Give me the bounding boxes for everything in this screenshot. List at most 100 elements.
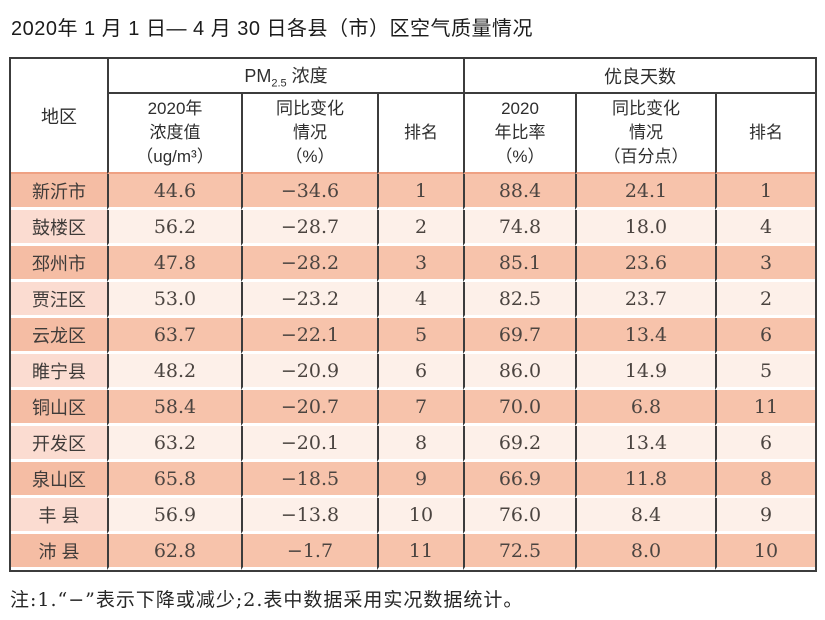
good-change-cell: 23.6 [575,246,715,282]
good-change-cell: 13.4 [575,318,715,354]
table-body: 新沂市 44.6 −34.6 1 88.4 24.1 1 鼓楼区 56.2 −28.7 2 74.8 1… [11,174,816,570]
pm-rank-cell: 6 [377,354,463,390]
pm-change-cell: −20.1 [241,426,377,462]
pm-value-cell: 63.2 [107,426,241,462]
good-rate-cell: 86.0 [463,354,575,390]
table-row: 云龙区 63.7 −22.1 5 69.7 13.4 6 [11,318,816,354]
good-rate-cell: 72.5 [463,534,575,570]
pm-change-cell: −13.8 [241,498,377,534]
good-change-cell: 23.7 [575,282,715,318]
pm-change-cell: −1.7 [241,534,377,570]
region-cell: 开发区 [11,426,107,462]
pm-value-cell: 48.2 [107,354,241,390]
pm-change-cell: −28.7 [241,210,377,246]
table-row: 鼓楼区 56.2 −28.7 2 74.8 18.0 4 [11,210,816,246]
header-good-days-group: 优良天数 [463,59,816,94]
good-change-cell: 11.8 [575,462,715,498]
page-title: 2020年 1 月 1 日— 4 月 30 日各县（市）区空气质量情况 [11,18,534,40]
header-pm-value: 2020年 浓度值 （ug/m³） [107,94,241,174]
good-rate-cell: 76.0 [463,498,575,534]
region-cell: 沛 县 [11,534,107,570]
pm-rank-cell: 9 [377,462,463,498]
pm-value-cell: 47.8 [107,246,241,282]
good-rank-cell: 8 [715,462,816,498]
good-rate-cell: 74.8 [463,210,575,246]
table-row: 睢宁县 48.2 −20.9 6 86.0 14.9 5 [11,354,816,390]
good-rate-cell: 88.4 [463,174,575,210]
good-change-cell: 24.1 [575,174,715,210]
good-change-cell: 8.0 [575,534,715,570]
good-rate-cell: 85.1 [463,246,575,282]
pm-change-cell: −28.2 [241,246,377,282]
pm-rank-cell: 5 [377,318,463,354]
good-rank-cell: 10 [715,534,816,570]
pm-rank-cell: 8 [377,426,463,462]
pm25-subscript: 2.5 [271,77,287,90]
header-good-rank: 排名 [715,94,816,174]
pm-change-cell: −20.7 [241,390,377,426]
pm25-label: PM [244,65,272,86]
header-pm-change: 同比变化 情况 （%） [241,94,377,174]
region-cell: 邳州市 [11,246,107,282]
good-change-cell: 18.0 [575,210,715,246]
pm-value-cell: 65.8 [107,462,241,498]
table-header: 地区 PM2.5 浓度 优良天数 2020年 浓度值 （ug/m³） 同比变化 … [11,59,816,174]
table-row: 开发区 63.2 −20.1 8 69.2 13.4 6 [11,426,816,462]
good-rate-cell: 66.9 [463,462,575,498]
pm-rank-cell: 3 [377,246,463,282]
region-cell: 云龙区 [11,318,107,354]
table-row: 邳州市 47.8 −28.2 3 85.1 23.6 3 [11,246,816,282]
region-cell: 铜山区 [11,390,107,426]
table-row: 新沂市 44.6 −34.6 1 88.4 24.1 1 [11,174,816,210]
table-footnote: 注:1.“−”表示下降或减少;2.表中数据采用实况数据统计。 [10,589,524,611]
good-rank-cell: 4 [715,210,816,246]
header-good-rate: 2020 年比率 （%） [463,94,575,174]
header-pm-rank: 排名 [377,94,463,174]
good-rank-cell: 2 [715,282,816,318]
pm-change-cell: −23.2 [241,282,377,318]
good-change-cell: 8.4 [575,498,715,534]
pm-rank-cell: 10 [377,498,463,534]
pm-value-cell: 56.2 [107,210,241,246]
pm-value-cell: 44.6 [107,174,241,210]
air-quality-table-wrapper: 地区 PM2.5 浓度 优良天数 2020年 浓度值 （ug/m³） 同比变化 … [9,57,817,572]
pm-rank-cell: 1 [377,174,463,210]
pm-rank-cell: 7 [377,390,463,426]
pm-rank-cell: 2 [377,210,463,246]
good-rank-cell: 5 [715,354,816,390]
good-change-cell: 13.4 [575,426,715,462]
good-rank-cell: 3 [715,246,816,282]
pm-change-cell: −20.9 [241,354,377,390]
pm-change-cell: −34.6 [241,174,377,210]
header-region: 地区 [11,59,107,174]
good-rate-cell: 69.2 [463,426,575,462]
region-cell: 鼓楼区 [11,210,107,246]
pm-value-cell: 56.9 [107,498,241,534]
good-rank-cell: 1 [715,174,816,210]
good-change-cell: 6.8 [575,390,715,426]
pm25-label-suffix: 浓度 [286,65,328,86]
region-cell: 新沂市 [11,174,107,210]
air-quality-table: 地区 PM2.5 浓度 优良天数 2020年 浓度值 （ug/m³） 同比变化 … [11,59,816,570]
pm-value-cell: 53.0 [107,282,241,318]
region-cell: 泉山区 [11,462,107,498]
good-rank-cell: 6 [715,426,816,462]
region-cell: 贾汪区 [11,282,107,318]
region-cell: 睢宁县 [11,354,107,390]
table-row: 沛 县 62.8 −1.7 11 72.5 8.0 10 [11,534,816,570]
good-rank-cell: 9 [715,498,816,534]
table-header-sub-row: 2020年 浓度值 （ug/m³） 同比变化 情况 （%） 排名 2020 年比… [11,94,816,174]
pm-rank-cell: 11 [377,534,463,570]
pm-rank-cell: 4 [377,282,463,318]
pm-value-cell: 58.4 [107,390,241,426]
good-rate-cell: 69.7 [463,318,575,354]
good-rate-cell: 82.5 [463,282,575,318]
table-row: 贾汪区 53.0 −23.2 4 82.5 23.7 2 [11,282,816,318]
good-rate-cell: 70.0 [463,390,575,426]
pm-change-cell: −22.1 [241,318,377,354]
good-change-cell: 14.9 [575,354,715,390]
header-good-change: 同比变化 情况 （百分点） [575,94,715,174]
table-header-group-row: 地区 PM2.5 浓度 优良天数 [11,59,816,174]
table-row: 泉山区 65.8 −18.5 9 66.9 11.8 8 [11,462,816,498]
pm-value-cell: 62.8 [107,534,241,570]
